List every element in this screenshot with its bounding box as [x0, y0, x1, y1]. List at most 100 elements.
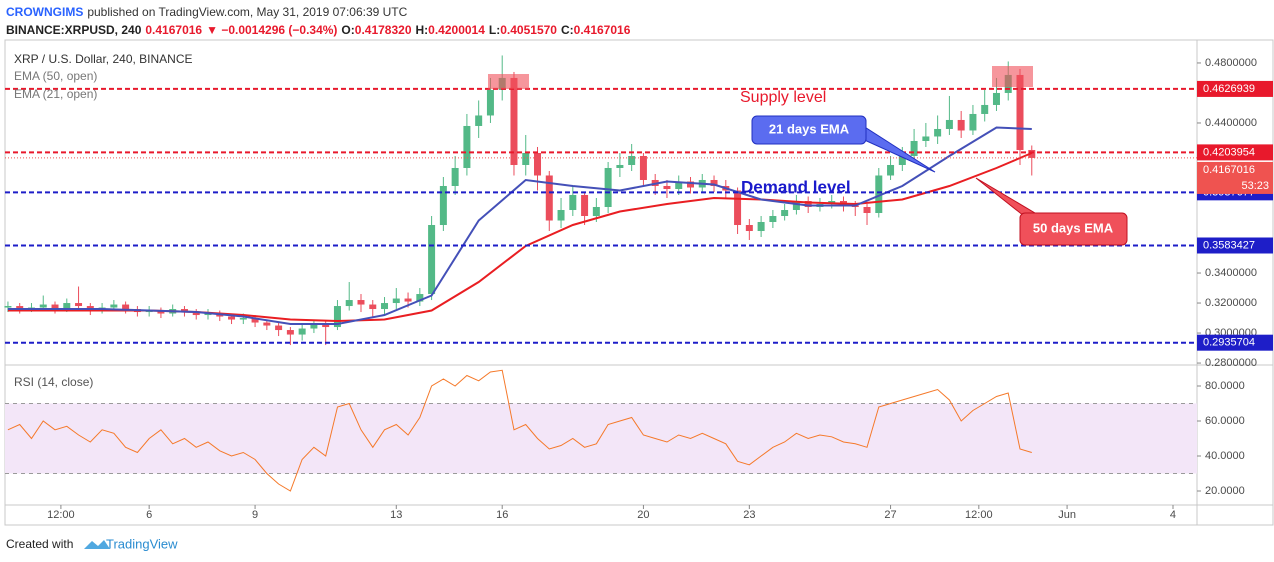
candle-body	[875, 175, 883, 214]
x-tick-label: 9	[252, 509, 258, 521]
candle-body	[734, 190, 742, 226]
x-tick-label: 12:00	[47, 509, 75, 521]
candle-body	[745, 225, 753, 232]
candle-body	[369, 304, 377, 310]
header-line: CROWNGIMS published on TradingView.com, M…	[6, 5, 408, 19]
y-tick-label: 60.0000	[1205, 415, 1245, 427]
quote-line: BINANCE:XRPUSD, 240 0.4167016 ▼ −0.0014296…	[6, 23, 631, 37]
candle-body	[510, 77, 518, 165]
x-tick-label: 27	[884, 509, 896, 521]
supply-zone	[992, 66, 1033, 87]
candle-body	[1016, 74, 1024, 150]
candle-body	[39, 304, 47, 308]
author[interactable]: CROWNGIMS	[6, 5, 83, 19]
candle-body	[333, 306, 341, 328]
y-tick-label: 80.0000	[1205, 380, 1245, 392]
candle-body	[51, 304, 59, 310]
footer-text: Created with	[6, 537, 73, 551]
candle-body	[628, 155, 636, 165]
candle-body	[298, 328, 306, 335]
candle-body	[381, 303, 389, 310]
y-tick-label: 0.4800000	[1205, 57, 1257, 69]
candle-body	[710, 179, 718, 186]
legend-entry: EMA (50, open)	[14, 69, 97, 83]
ohlc-value: 0.4167016	[574, 23, 631, 37]
candle-body	[486, 89, 494, 116]
y-tick-label: 20.0000	[1205, 485, 1245, 497]
logo	[84, 540, 110, 549]
candle-body	[581, 194, 589, 217]
candle-body	[251, 318, 259, 323]
price-label-box	[1197, 334, 1273, 351]
candle-body	[286, 330, 294, 335]
candle-body	[522, 152, 530, 165]
candle-body	[898, 155, 906, 165]
candle-body	[686, 181, 694, 188]
published: published on TradingView.com, May 31, 20…	[87, 5, 407, 19]
candle-body	[863, 207, 871, 214]
candle-body	[4, 306, 12, 308]
price-label-box	[1197, 80, 1273, 97]
candle-body	[180, 309, 188, 313]
last: 0.4167016	[145, 23, 202, 37]
x-tick-label: 20	[637, 509, 649, 521]
candle-body	[804, 201, 812, 208]
x-tick-label: 13	[390, 509, 402, 521]
candle-body	[75, 303, 83, 307]
candle-body	[957, 119, 965, 131]
callout-box	[1019, 212, 1128, 246]
candle-body	[439, 185, 447, 226]
candle-body	[887, 164, 895, 176]
price-label: 0.4203954	[1203, 146, 1255, 158]
candle-body	[322, 324, 330, 328]
x-tick-label: 16	[496, 509, 508, 521]
candle-body	[110, 304, 118, 308]
ohlc-value: 0.4178320	[355, 23, 412, 37]
legend-entry: EMA (21, open)	[14, 87, 97, 101]
annotation: Supply level	[740, 89, 826, 106]
ohlc-label: L:	[489, 23, 500, 37]
ohlc-label: H:	[416, 23, 429, 37]
candle-body	[275, 325, 283, 331]
y-tick-label: 0.3400000	[1205, 267, 1257, 279]
frame	[4, 39, 1274, 526]
x-tick-label: Jun	[1058, 509, 1076, 521]
candle-body	[945, 119, 953, 129]
candle-body	[569, 194, 577, 211]
candle-body	[792, 201, 800, 211]
y-tick-label: 40.0000	[1205, 450, 1245, 462]
candle-body	[428, 225, 436, 295]
candle-body	[239, 318, 247, 320]
y-tick-label: 0.2800000	[1205, 357, 1257, 369]
candle-body	[534, 152, 542, 176]
annotation: Demand level	[741, 177, 851, 196]
candle-body	[451, 167, 459, 186]
price-label: 0.3583427	[1203, 239, 1255, 251]
callout-box	[751, 115, 867, 145]
candle-body	[616, 164, 624, 168]
candle-body	[639, 155, 647, 180]
price-label-box	[1197, 161, 1273, 194]
change: ▼ −0.0014296 (−0.34%)	[206, 23, 337, 37]
price-label: 0.4626939	[1203, 83, 1255, 95]
candle-body	[981, 104, 989, 114]
rsi-band	[5, 403, 1197, 474]
symbol-title: XRP / U.S. Dollar, 240, BINANCE	[14, 52, 193, 66]
ohlc-value: 0.4051570	[500, 23, 557, 37]
candle-body	[663, 185, 671, 189]
candle-body	[592, 207, 600, 217]
x-tick-label: 12:00	[965, 509, 993, 521]
y-tick-label: 0.4400000	[1205, 117, 1257, 129]
indicator-title: RSI (14, close)	[14, 375, 93, 389]
candle-body	[992, 92, 1000, 105]
price-label: 0.2935704	[1203, 337, 1255, 349]
candle-body	[757, 222, 765, 232]
footer-brand[interactable]: TradingView	[106, 536, 178, 551]
candle-body	[969, 113, 977, 131]
candle-body	[310, 324, 318, 329]
price-label-box	[1197, 237, 1273, 254]
candle-body	[122, 304, 130, 310]
candle-body	[769, 216, 777, 223]
